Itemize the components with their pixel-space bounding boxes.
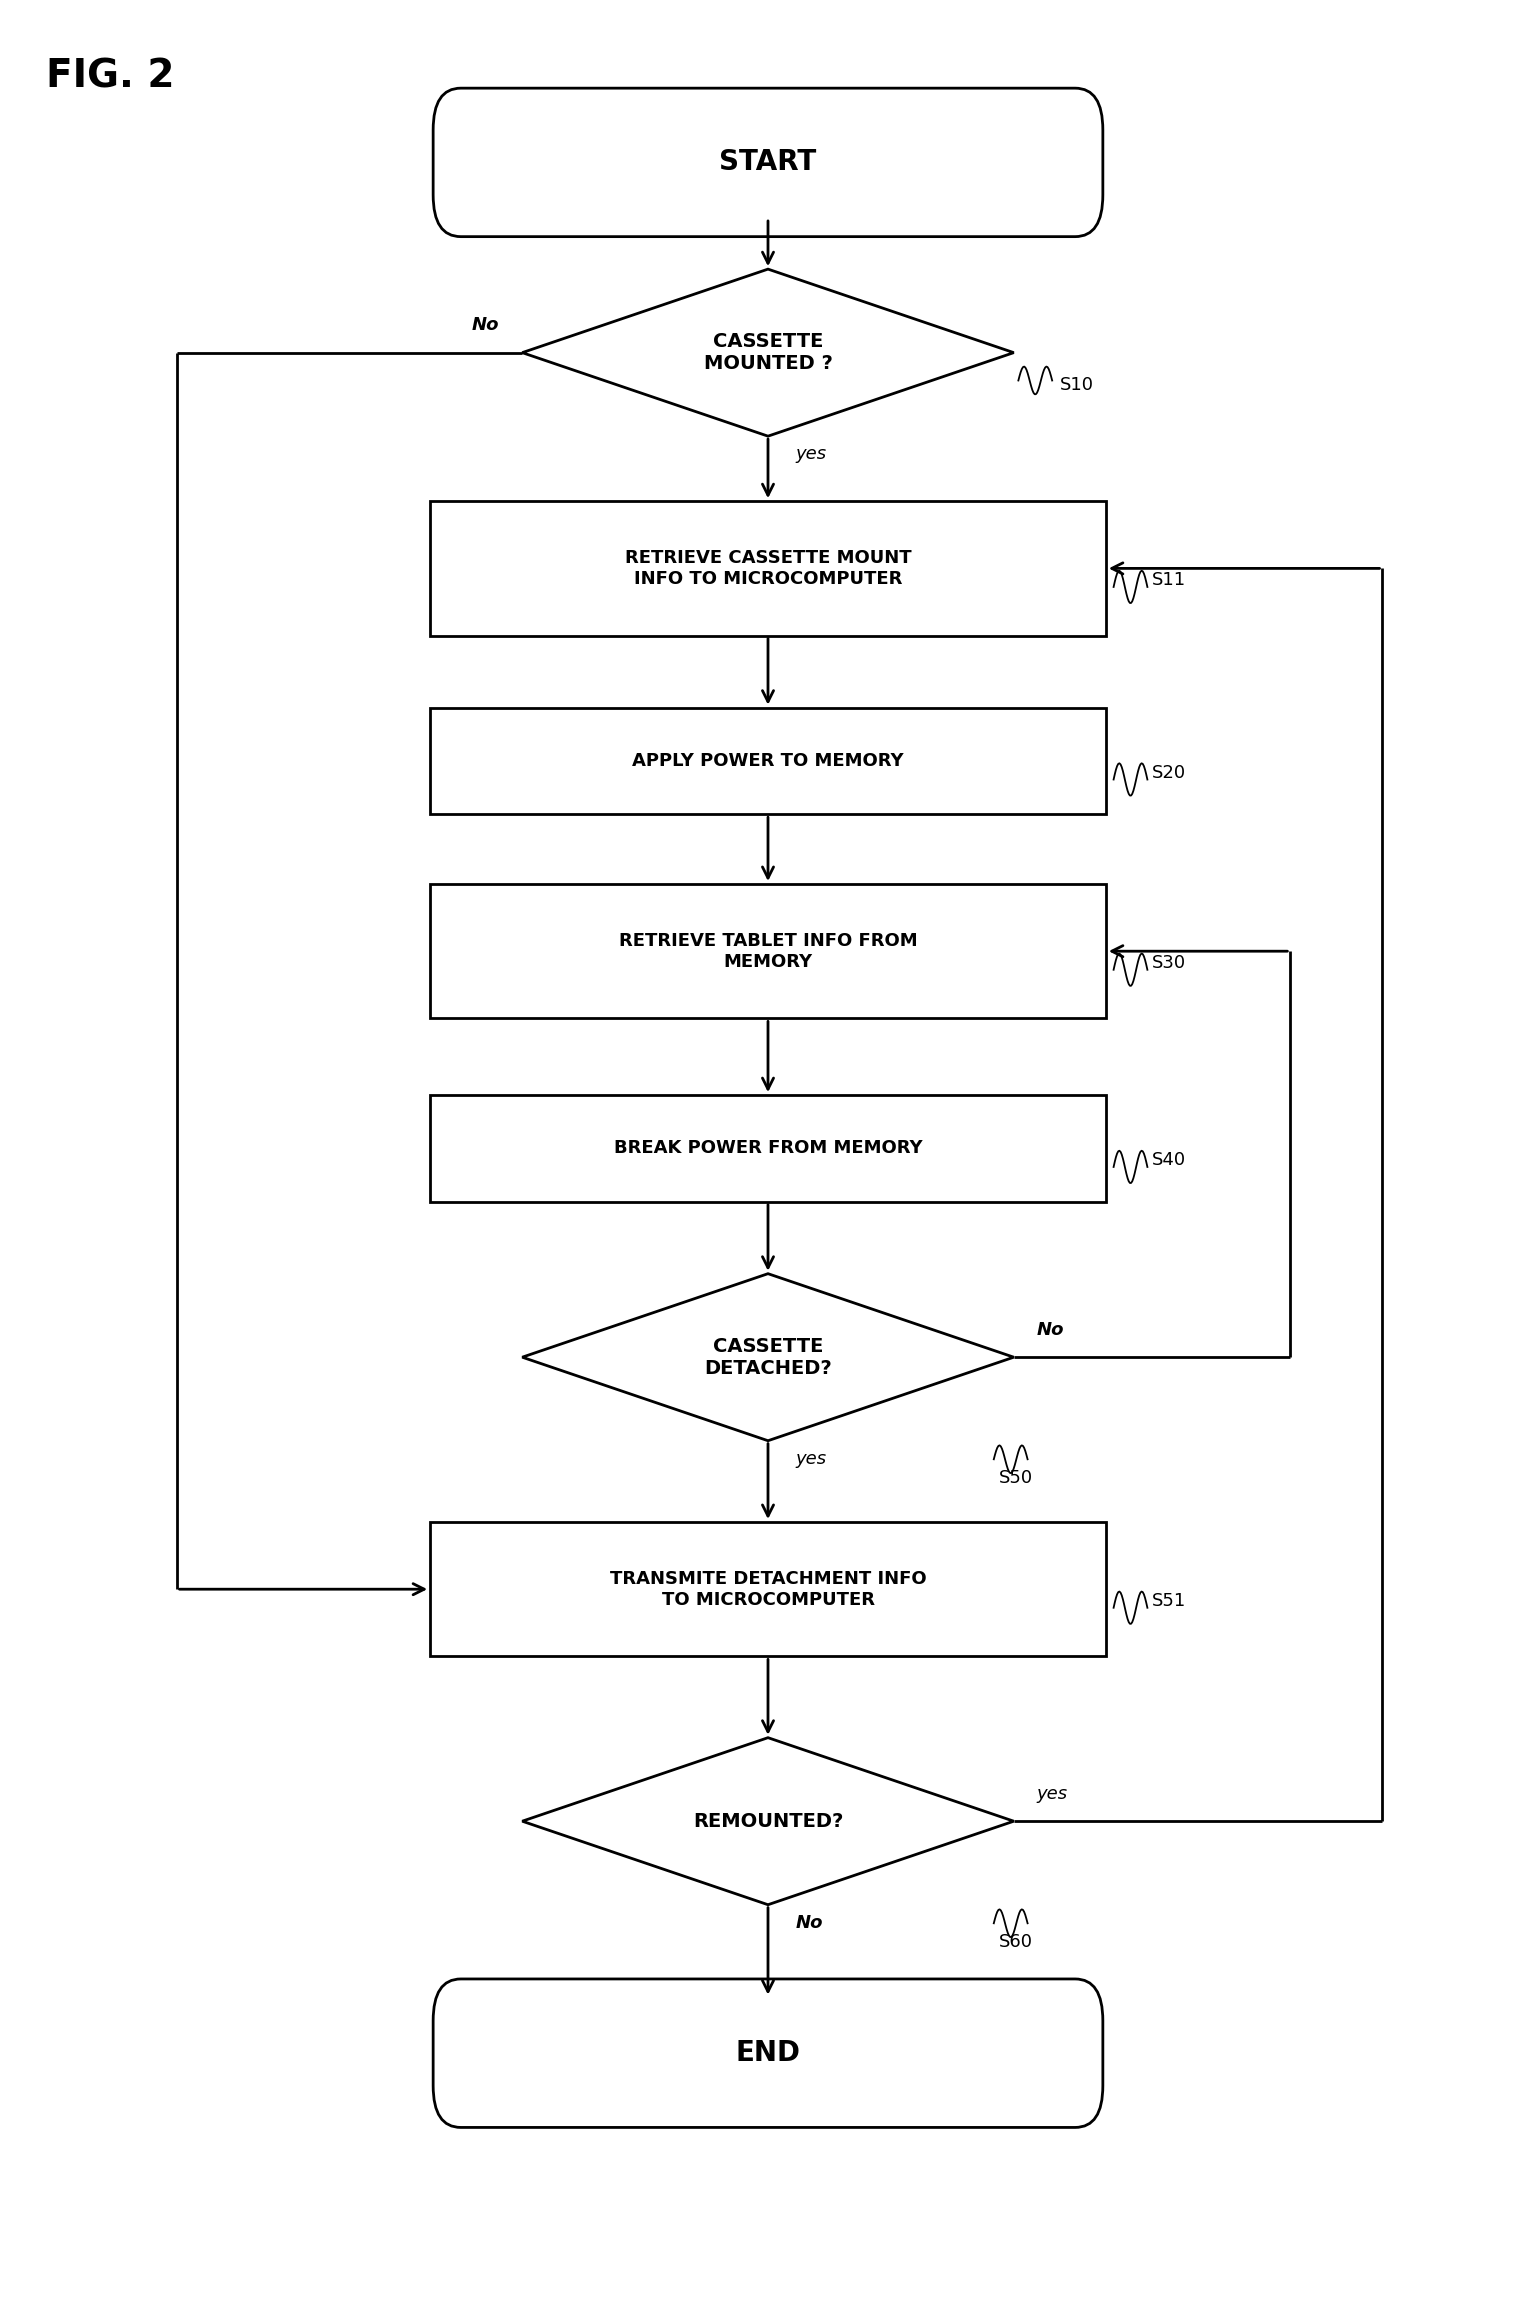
Bar [430, 1095, 1106, 1202]
Text: No: No [796, 1914, 823, 1933]
Text: yes: yes [796, 445, 826, 464]
Text: END: END [736, 2039, 800, 2067]
Bar [430, 501, 1106, 636]
Text: REMOUNTED?: REMOUNTED? [693, 1812, 843, 1830]
Text: No: No [472, 316, 499, 334]
Text: S50: S50 [998, 1469, 1032, 1487]
Text: S10: S10 [1060, 376, 1094, 394]
Bar [430, 1522, 1106, 1656]
Text: FIG. 2: FIG. 2 [46, 58, 175, 95]
Text: S11: S11 [1152, 571, 1186, 589]
FancyBboxPatch shape [433, 88, 1103, 237]
Text: yes: yes [1037, 1784, 1068, 1803]
Text: TRANSMITE DETACHMENT INFO
TO MICROCOMPUTER: TRANSMITE DETACHMENT INFO TO MICROCOMPUT… [610, 1571, 926, 1608]
Bar [430, 708, 1106, 814]
Text: START: START [719, 148, 817, 176]
Text: BREAK POWER FROM MEMORY: BREAK POWER FROM MEMORY [614, 1139, 922, 1158]
Polygon shape [522, 1738, 1014, 1905]
Text: S40: S40 [1152, 1151, 1186, 1169]
Text: S51: S51 [1152, 1592, 1186, 1610]
Polygon shape [522, 1274, 1014, 1441]
Text: RETRIEVE TABLET INFO FROM
MEMORY: RETRIEVE TABLET INFO FROM MEMORY [619, 933, 917, 970]
Text: No: No [1037, 1320, 1064, 1339]
Polygon shape [522, 269, 1014, 436]
Text: CASSETTE
MOUNTED ?: CASSETTE MOUNTED ? [703, 332, 833, 374]
Text: S60: S60 [998, 1933, 1032, 1951]
Text: S20: S20 [1152, 763, 1186, 782]
Text: S30: S30 [1152, 954, 1186, 972]
Text: APPLY POWER TO MEMORY: APPLY POWER TO MEMORY [633, 752, 903, 770]
Bar [430, 884, 1106, 1018]
Text: yes: yes [796, 1450, 826, 1469]
Text: RETRIEVE CASSETTE MOUNT
INFO TO MICROCOMPUTER: RETRIEVE CASSETTE MOUNT INFO TO MICROCOM… [625, 550, 911, 587]
FancyBboxPatch shape [433, 1979, 1103, 2127]
Text: CASSETTE
DETACHED?: CASSETTE DETACHED? [703, 1336, 833, 1378]
